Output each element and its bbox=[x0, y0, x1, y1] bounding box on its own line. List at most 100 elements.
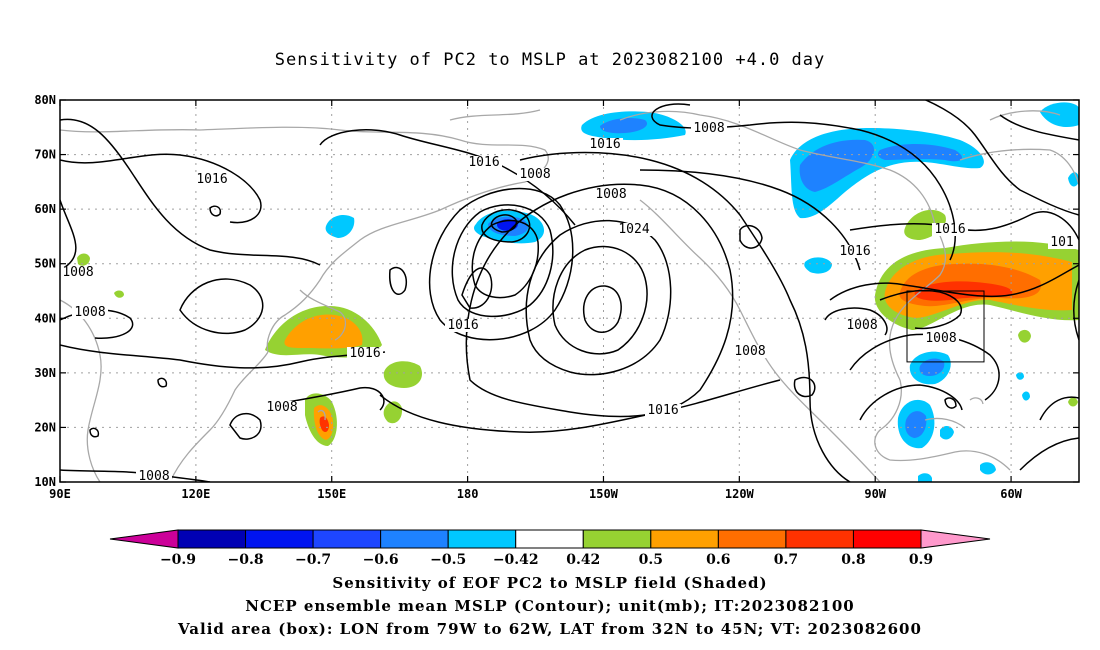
contour-label-bg bbox=[517, 168, 553, 181]
lat-tick-label: 60N bbox=[34, 202, 56, 216]
contour-label-bg bbox=[445, 319, 481, 332]
isobar bbox=[849, 211, 1079, 241]
contour-label-bg bbox=[72, 306, 108, 319]
contour-labels: 1016 1008 1008 1008 1016 1016 1008 1016 1024 1008… bbox=[60, 121, 1076, 484]
contour-label: 1008 bbox=[62, 265, 93, 280]
lon-tick-label: 120E bbox=[181, 487, 210, 501]
coastline bbox=[60, 126, 549, 183]
isobar bbox=[1073, 279, 1079, 341]
coastline bbox=[639, 199, 881, 482]
isobar bbox=[923, 100, 1079, 216]
isobar bbox=[583, 285, 622, 333]
negative-sensitivity-region bbox=[905, 411, 927, 438]
isobar bbox=[379, 379, 781, 433]
isobar bbox=[639, 169, 861, 271]
colorbar: −0.9 −0.8 −0.7 −0.6 −0.5 −0.42 0.42 0.5 0.6 0.7 0.… bbox=[109, 529, 991, 568]
isobar bbox=[944, 397, 957, 409]
contour-label: 1008 bbox=[74, 305, 105, 320]
colorbar-segment bbox=[717, 529, 787, 549]
lat-tick-label: 20N bbox=[34, 420, 56, 434]
isobar bbox=[60, 153, 262, 224]
isobar bbox=[471, 219, 539, 299]
coastline bbox=[959, 148, 1079, 186]
positive-sensitivity-region bbox=[77, 253, 90, 266]
isobar bbox=[793, 376, 816, 398]
coastline bbox=[969, 397, 984, 405]
isobar bbox=[739, 224, 763, 249]
valid-area-box bbox=[906, 290, 985, 363]
contour-label-bg bbox=[932, 223, 968, 236]
isobar bbox=[519, 151, 851, 482]
colorbar-segment bbox=[380, 529, 449, 549]
contour-label: 1008 bbox=[519, 167, 550, 182]
negative-sensitivity-region bbox=[877, 144, 963, 162]
mslp-contours bbox=[60, 100, 1079, 482]
contour-label-bg bbox=[1048, 236, 1076, 249]
contour-label-bg bbox=[645, 404, 681, 417]
lat-tick-label: 10N bbox=[34, 475, 56, 489]
caption-line-2: NCEP ensemble mean MSLP (Contour); unit(… bbox=[245, 597, 855, 615]
isobar bbox=[60, 344, 386, 369]
positive-sensitivity-region bbox=[1068, 397, 1078, 407]
contour-label-bg bbox=[844, 319, 880, 332]
contour-label-bg bbox=[136, 470, 172, 483]
colorbar-extend-high bbox=[920, 529, 991, 549]
colorbar-extend-low bbox=[109, 529, 179, 549]
isobar bbox=[461, 267, 493, 309]
coastline bbox=[266, 181, 526, 353]
negative-sensitivity-region bbox=[940, 426, 954, 440]
axis-labels: 90E 120E 150E 180 150W 120W 90W 60W 80N 70N 60N 50N… bbox=[34, 93, 1022, 501]
lat-tick-label: 40N bbox=[34, 311, 56, 325]
contour-label: 1008 bbox=[925, 331, 956, 346]
isobar bbox=[389, 266, 407, 295]
lat-tick-label: 80N bbox=[34, 93, 56, 107]
negative-sensitivity-region bbox=[918, 473, 932, 482]
isobar bbox=[1039, 396, 1079, 421]
contour-label-bg bbox=[60, 266, 96, 279]
negative-sensitivity-region bbox=[799, 139, 875, 192]
colorbar-label: −0.8 bbox=[227, 552, 263, 568]
colorbar-label: 0.42 bbox=[566, 552, 600, 568]
contour-label: 1008 bbox=[595, 187, 626, 202]
isobar bbox=[179, 278, 264, 335]
contour-label-bg bbox=[593, 188, 629, 201]
lon-tick-label: 150E bbox=[317, 487, 346, 501]
isobar bbox=[859, 384, 963, 421]
colorbar-segment bbox=[447, 529, 517, 549]
isobar bbox=[89, 427, 100, 438]
negative-sensitivity-region bbox=[325, 214, 355, 238]
colorbar-label: −0.9 bbox=[160, 552, 196, 568]
coastline bbox=[619, 110, 936, 226]
positive-sensitivity-region bbox=[383, 361, 423, 388]
coastline bbox=[169, 351, 269, 482]
lat-tick-label: 70N bbox=[34, 148, 56, 162]
isobar bbox=[999, 114, 1079, 141]
coastline bbox=[989, 110, 1061, 121]
negative-sensitivity-region bbox=[600, 118, 648, 134]
contour-label: 1016 bbox=[468, 155, 499, 170]
contour-label-bg bbox=[587, 138, 623, 151]
isobar bbox=[465, 183, 734, 418]
isobar bbox=[1019, 437, 1079, 471]
isobar bbox=[60, 118, 321, 266]
isobar bbox=[552, 245, 648, 355]
positive-sensitivity-region bbox=[114, 290, 124, 298]
isobar bbox=[319, 129, 576, 226]
coastline bbox=[888, 224, 947, 381]
coastline bbox=[874, 379, 1011, 471]
contour-label: 1024 bbox=[618, 222, 649, 237]
lat-tick-label: 50N bbox=[34, 257, 56, 271]
colorbar-segment bbox=[852, 529, 922, 549]
colorbar-label: −0.42 bbox=[493, 552, 539, 568]
coastline bbox=[60, 299, 102, 482]
contour-label: 1016 bbox=[647, 403, 678, 418]
contour-label: 1008 bbox=[138, 469, 169, 484]
negative-sensitivity-region bbox=[1022, 391, 1030, 401]
isobar bbox=[60, 469, 211, 482]
colorbar-segment bbox=[177, 529, 247, 549]
lon-tick-label: 150W bbox=[589, 487, 619, 501]
caption-line-1: Sensitivity of EOF PC2 to MSLP field (Sh… bbox=[332, 574, 768, 592]
isobar bbox=[451, 204, 554, 318]
contour-label: 1008 bbox=[846, 318, 877, 333]
